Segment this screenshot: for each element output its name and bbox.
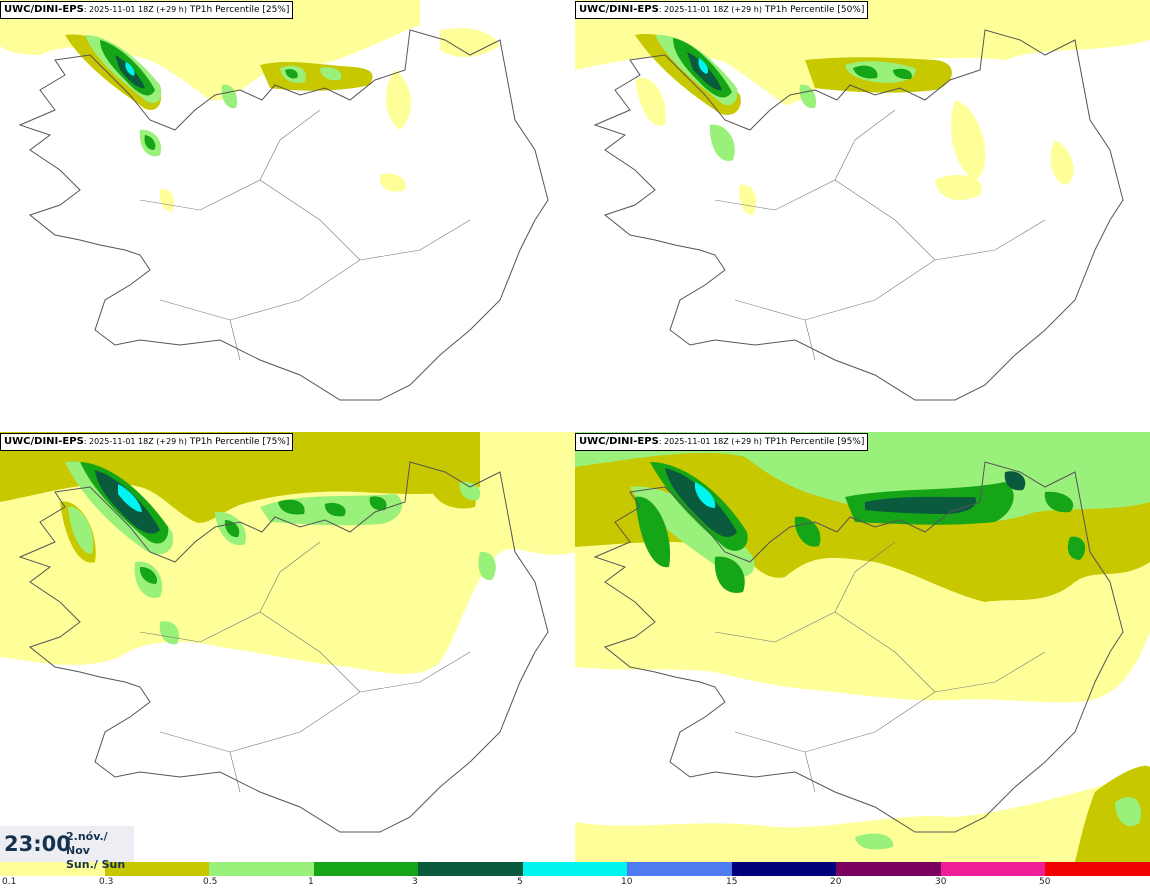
panel-header: UWC/DINI-EPS: 2025-11-01 18Z (+29 h) TP1… [575,433,869,451]
model-name: UWC/DINI-EPS [579,436,659,447]
legend-swatch [1045,862,1150,876]
legend-swatch [522,862,628,876]
legend-swatch [0,862,105,876]
panel-header: UWC/DINI-EPS: 2025-11-01 18Z (+29 h) TP1… [0,1,294,19]
parameter-label: TP1h Percentile [25%] [189,5,290,15]
run-info: : 2025-11-01 18Z (+29 h) [658,5,762,14]
legend-label: 30 [935,877,947,887]
legend-label: 20 [830,877,842,887]
legend-swatch [209,862,314,876]
map-panel-p50: UWC/DINI-EPS: 2025-11-01 18Z (+29 h) TP1… [575,0,1150,430]
legend-label: 10 [621,877,633,887]
panel-header: UWC/DINI-EPS: 2025-11-01 18Z (+29 h) TP1… [575,1,869,19]
valid-date-line1: 2.nóv./ Nov [66,830,108,857]
legend-swatch [418,862,523,876]
legend-swatch [104,862,210,876]
precip-map [0,0,549,401]
legend-label: 0.3 [99,877,114,887]
valid-date: 2.nóv./ Nov Sun./ Sun [66,830,134,872]
run-info: : 2025-11-01 18Z (+29 h) [658,437,762,446]
model-name: UWC/DINI-EPS [579,4,659,15]
run-info: : 2025-11-01 18Z (+29 h) [83,5,187,14]
legend-swatch [313,862,419,876]
legend-label: 0.5 [203,877,218,887]
valid-time-box: 23:00 2.nóv./ Nov Sun./ Sun [0,826,134,871]
precip-map [575,0,1150,401]
legend-label: 50 [1039,877,1051,887]
precip-map [575,432,1150,862]
legend-label: 0.1 [2,877,17,887]
map-panel-p75: UWC/DINI-EPS: 2025-11-01 18Z (+29 h) TP1… [0,432,575,862]
valid-date-line2: Sun./ Sun [66,858,126,871]
legend-swatch [627,862,732,876]
parameter-label: TP1h Percentile [75%] [189,437,290,447]
panel-header: UWC/DINI-EPS: 2025-11-01 18Z (+29 h) TP1… [0,433,294,451]
color-legend [0,862,1150,876]
legend-label: 3 [412,877,418,887]
parameter-label: TP1h Percentile [95%] [764,437,865,447]
valid-time: 23:00 [4,832,71,856]
model-name: UWC/DINI-EPS [4,436,84,447]
legend-swatch [940,862,1046,876]
run-info: : 2025-11-01 18Z (+29 h) [83,437,187,446]
legend-label: 1 [308,877,314,887]
legend-swatch [836,862,941,876]
map-panel-p95: UWC/DINI-EPS: 2025-11-01 18Z (+29 h) TP1… [575,432,1150,862]
model-name: UWC/DINI-EPS [4,4,84,15]
legend-label: 5 [517,877,523,887]
parameter-label: TP1h Percentile [50%] [764,5,865,15]
precip-map [0,432,575,833]
legend-labels: 0.1 0.3 0.5 1 3 5 10 15 20 30 50 [0,877,1150,889]
legend-swatch [731,862,837,876]
map-panel-p25: UWC/DINI-EPS: 2025-11-01 18Z (+29 h) TP1… [0,0,575,430]
legend-label: 15 [726,877,738,887]
